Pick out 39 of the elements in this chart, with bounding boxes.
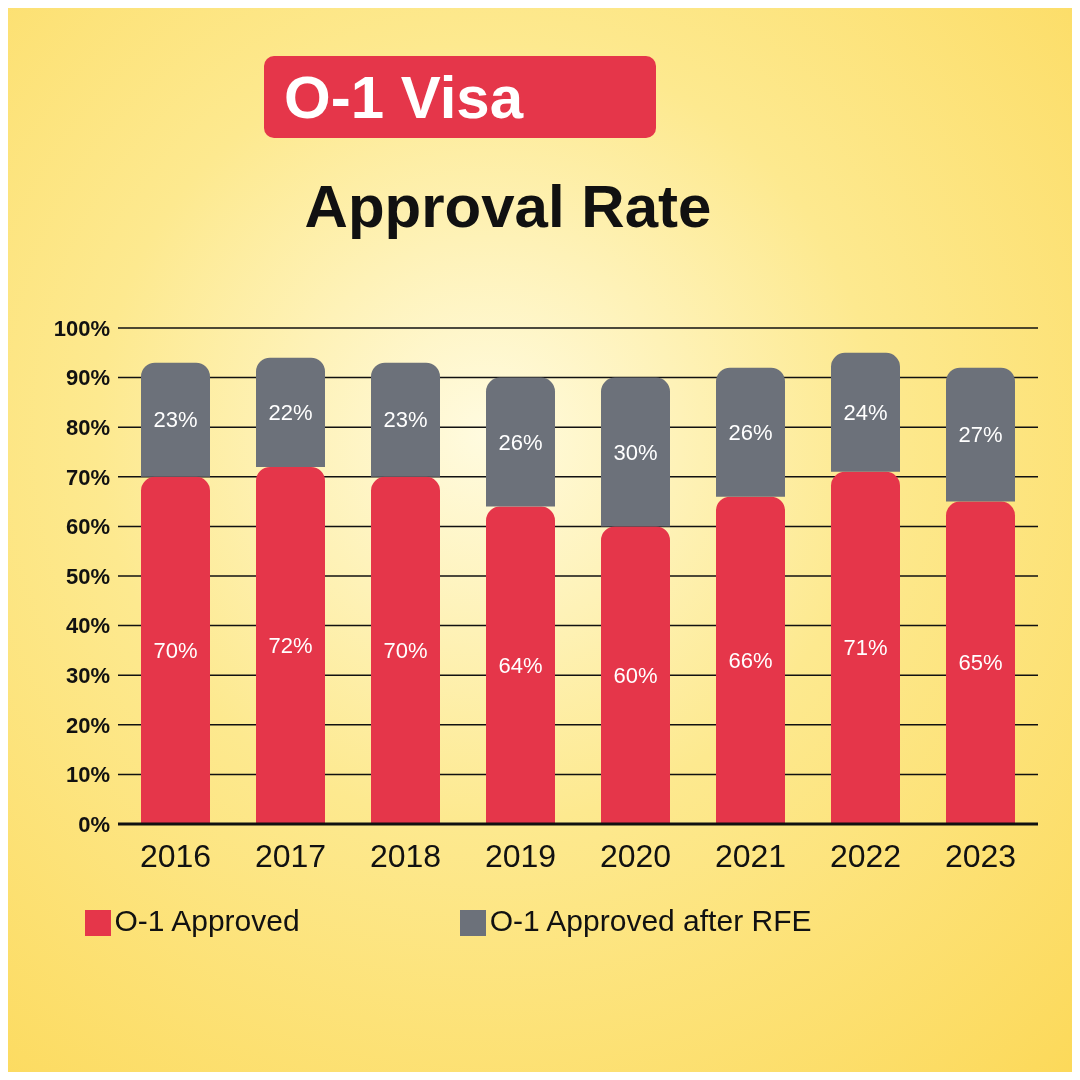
data-label: 72% <box>268 632 313 658</box>
y-tick-label: 0% <box>78 811 110 837</box>
data-label: 71% <box>843 635 888 661</box>
data-label: 27% <box>958 422 1003 448</box>
y-tick-label: 100% <box>53 315 110 341</box>
chart-subtitle: Approval Rate <box>303 172 713 241</box>
data-label: 26% <box>498 429 543 455</box>
y-tick-label: 50% <box>65 563 110 589</box>
data-label: 70% <box>153 637 198 663</box>
data-label: 23% <box>383 407 428 433</box>
y-tick-label: 90% <box>65 365 110 391</box>
chart-title: O-1 Visa <box>264 56 656 138</box>
x-tick-label: 2019 <box>484 837 557 874</box>
x-tick-label: 2020 <box>599 837 672 874</box>
y-tick-label: 20% <box>65 712 110 738</box>
y-tick-label: 80% <box>65 415 110 441</box>
data-label: 65% <box>958 650 1003 676</box>
y-tick-label: 70% <box>65 464 110 490</box>
legend-label: O-1 Approved after RFE <box>489 904 812 937</box>
x-tick-label: 2018 <box>369 837 442 874</box>
x-tick-label: 2023 <box>944 837 1017 874</box>
y-tick-label: 30% <box>65 663 110 689</box>
data-label: 70% <box>383 637 428 663</box>
data-label: 30% <box>613 439 658 465</box>
legend-label: O-1 Approved <box>114 904 300 937</box>
data-label: 22% <box>268 399 313 425</box>
x-tick-label: 2021 <box>714 837 787 874</box>
data-label: 24% <box>843 399 888 425</box>
data-label: 26% <box>728 419 773 445</box>
y-tick-label: 60% <box>65 514 110 540</box>
data-label: 64% <box>498 652 543 678</box>
x-tick-label: 2016 <box>139 837 212 874</box>
x-tick-label: 2017 <box>254 837 327 874</box>
data-label: 60% <box>613 662 658 688</box>
y-tick-label: 40% <box>65 613 110 639</box>
data-label: 66% <box>728 647 773 673</box>
y-tick-label: 10% <box>65 762 110 788</box>
x-tick-label: 2022 <box>829 837 902 874</box>
data-label: 23% <box>153 407 198 433</box>
